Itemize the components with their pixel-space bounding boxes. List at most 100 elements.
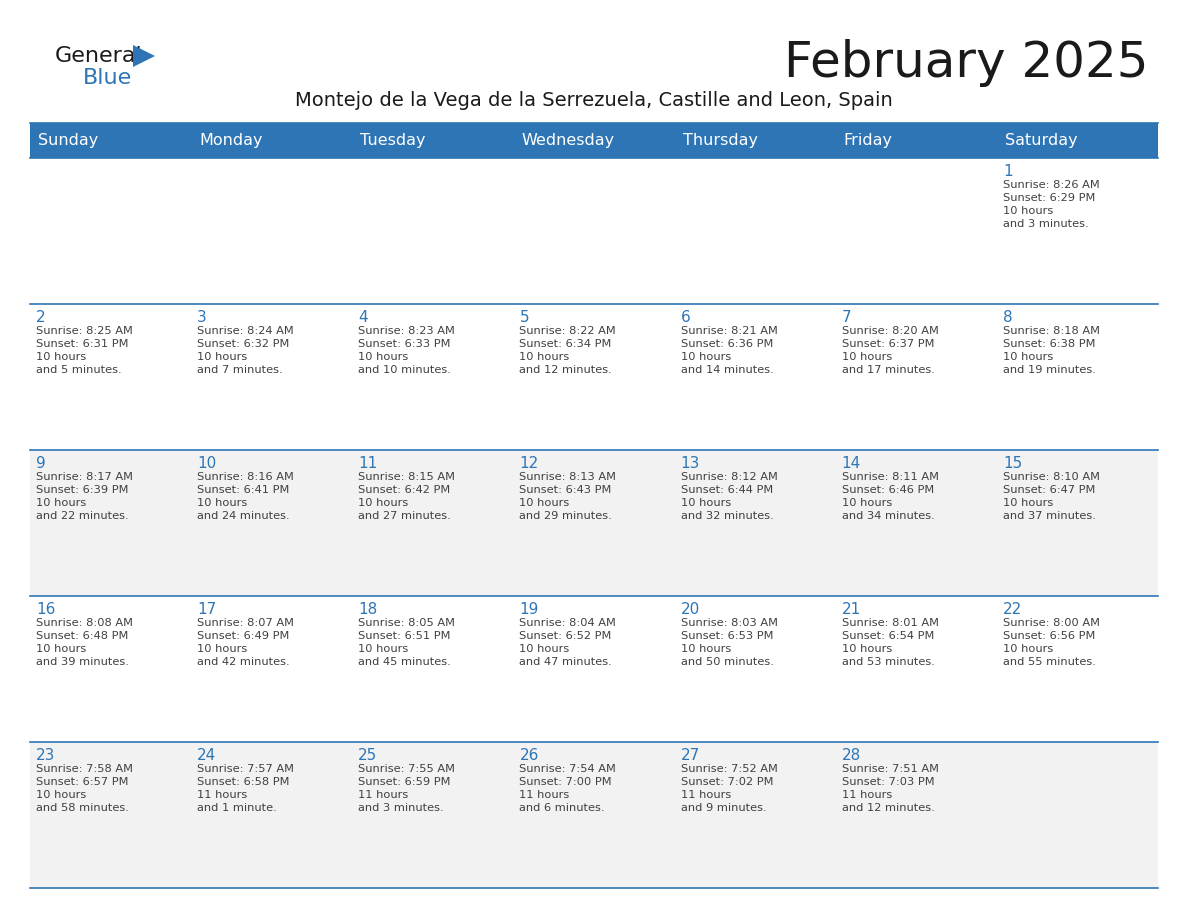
- Text: Sunset: 6:33 PM: Sunset: 6:33 PM: [359, 339, 450, 349]
- Text: Sunrise: 7:52 AM: Sunrise: 7:52 AM: [681, 764, 777, 774]
- Text: 10 hours: 10 hours: [519, 352, 570, 362]
- Text: Sunset: 6:34 PM: Sunset: 6:34 PM: [519, 339, 612, 349]
- Text: Blue: Blue: [83, 68, 132, 88]
- Text: Tuesday: Tuesday: [360, 133, 425, 148]
- Text: and 17 minutes.: and 17 minutes.: [842, 365, 935, 375]
- Text: 19: 19: [519, 602, 539, 617]
- Text: 20: 20: [681, 602, 700, 617]
- Text: 11 hours: 11 hours: [681, 790, 731, 800]
- Text: 10 hours: 10 hours: [36, 790, 87, 800]
- Polygon shape: [133, 45, 154, 67]
- Text: and 3 minutes.: and 3 minutes.: [359, 803, 444, 813]
- Text: Sunrise: 8:16 AM: Sunrise: 8:16 AM: [197, 472, 293, 482]
- Text: Sunrise: 7:58 AM: Sunrise: 7:58 AM: [36, 764, 133, 774]
- Text: and 32 minutes.: and 32 minutes.: [681, 511, 773, 521]
- Text: Sunset: 6:57 PM: Sunset: 6:57 PM: [36, 777, 128, 787]
- Text: 5: 5: [519, 310, 529, 325]
- Text: 10 hours: 10 hours: [36, 498, 87, 508]
- Text: 6: 6: [681, 310, 690, 325]
- Text: Sunset: 6:46 PM: Sunset: 6:46 PM: [842, 485, 934, 495]
- Text: and 24 minutes.: and 24 minutes.: [197, 511, 290, 521]
- Text: Sunrise: 8:20 AM: Sunrise: 8:20 AM: [842, 326, 939, 336]
- Bar: [30, 596, 1158, 742]
- Text: 17: 17: [197, 602, 216, 617]
- Text: 28: 28: [842, 748, 861, 763]
- Text: 10 hours: 10 hours: [519, 498, 570, 508]
- Text: Sunrise: 8:00 AM: Sunrise: 8:00 AM: [1003, 618, 1100, 628]
- Text: 10 hours: 10 hours: [842, 644, 892, 654]
- Text: Wednesday: Wednesday: [522, 133, 614, 148]
- Text: Sunrise: 7:54 AM: Sunrise: 7:54 AM: [519, 764, 617, 774]
- Text: Sunrise: 8:08 AM: Sunrise: 8:08 AM: [36, 618, 133, 628]
- Text: 21: 21: [842, 602, 861, 617]
- Text: 14: 14: [842, 456, 861, 471]
- Text: 10 hours: 10 hours: [359, 352, 409, 362]
- Text: 16: 16: [36, 602, 56, 617]
- Bar: [30, 450, 1158, 596]
- Text: and 19 minutes.: and 19 minutes.: [1003, 365, 1095, 375]
- Text: Sunrise: 8:10 AM: Sunrise: 8:10 AM: [1003, 472, 1100, 482]
- Text: Sunset: 6:38 PM: Sunset: 6:38 PM: [1003, 339, 1095, 349]
- Text: Sunset: 6:58 PM: Sunset: 6:58 PM: [197, 777, 290, 787]
- Text: 10 hours: 10 hours: [681, 498, 731, 508]
- Text: 11 hours: 11 hours: [842, 790, 892, 800]
- Text: Sunrise: 7:51 AM: Sunrise: 7:51 AM: [842, 764, 939, 774]
- Text: Sunset: 6:48 PM: Sunset: 6:48 PM: [36, 631, 128, 641]
- Text: Sunset: 6:47 PM: Sunset: 6:47 PM: [1003, 485, 1095, 495]
- Text: Montejo de la Vega de la Serrezuela, Castille and Leon, Spain: Montejo de la Vega de la Serrezuela, Cas…: [295, 91, 893, 109]
- Text: 11 hours: 11 hours: [359, 790, 409, 800]
- Text: 10: 10: [197, 456, 216, 471]
- Text: Sunrise: 8:01 AM: Sunrise: 8:01 AM: [842, 618, 939, 628]
- Text: and 29 minutes.: and 29 minutes.: [519, 511, 612, 521]
- Text: Sunrise: 8:15 AM: Sunrise: 8:15 AM: [359, 472, 455, 482]
- Text: and 34 minutes.: and 34 minutes.: [842, 511, 935, 521]
- Text: 27: 27: [681, 748, 700, 763]
- Text: Sunset: 6:39 PM: Sunset: 6:39 PM: [36, 485, 128, 495]
- Text: Sunset: 6:32 PM: Sunset: 6:32 PM: [197, 339, 290, 349]
- Text: 10 hours: 10 hours: [1003, 498, 1053, 508]
- Text: and 1 minute.: and 1 minute.: [197, 803, 277, 813]
- Text: Saturday: Saturday: [1005, 133, 1078, 148]
- Text: 26: 26: [519, 748, 539, 763]
- Text: Sunset: 6:31 PM: Sunset: 6:31 PM: [36, 339, 128, 349]
- Bar: [30, 304, 1158, 450]
- Text: February 2025: February 2025: [784, 39, 1148, 87]
- Text: Sunset: 6:54 PM: Sunset: 6:54 PM: [842, 631, 934, 641]
- Text: 10 hours: 10 hours: [359, 644, 409, 654]
- Text: Sunrise: 8:23 AM: Sunrise: 8:23 AM: [359, 326, 455, 336]
- Text: 10 hours: 10 hours: [36, 352, 87, 362]
- Text: Sunset: 6:36 PM: Sunset: 6:36 PM: [681, 339, 773, 349]
- Text: 11 hours: 11 hours: [519, 790, 570, 800]
- Text: 10 hours: 10 hours: [359, 498, 409, 508]
- Text: Friday: Friday: [843, 133, 892, 148]
- Text: 8: 8: [1003, 310, 1012, 325]
- Text: 10 hours: 10 hours: [197, 498, 247, 508]
- Text: Sunset: 6:59 PM: Sunset: 6:59 PM: [359, 777, 450, 787]
- Text: 9: 9: [36, 456, 46, 471]
- Text: and 10 minutes.: and 10 minutes.: [359, 365, 451, 375]
- Text: Sunrise: 7:57 AM: Sunrise: 7:57 AM: [197, 764, 295, 774]
- Text: Sunset: 7:02 PM: Sunset: 7:02 PM: [681, 777, 773, 787]
- Text: Sunrise: 8:11 AM: Sunrise: 8:11 AM: [842, 472, 939, 482]
- Text: and 6 minutes.: and 6 minutes.: [519, 803, 605, 813]
- Text: Sunset: 7:03 PM: Sunset: 7:03 PM: [842, 777, 934, 787]
- Text: 10 hours: 10 hours: [842, 352, 892, 362]
- Text: and 45 minutes.: and 45 minutes.: [359, 657, 451, 667]
- Text: Sunrise: 8:03 AM: Sunrise: 8:03 AM: [681, 618, 778, 628]
- Text: Sunset: 6:43 PM: Sunset: 6:43 PM: [519, 485, 612, 495]
- Text: General: General: [55, 46, 143, 66]
- Text: and 55 minutes.: and 55 minutes.: [1003, 657, 1095, 667]
- Text: Sunset: 7:00 PM: Sunset: 7:00 PM: [519, 777, 612, 787]
- Text: 10 hours: 10 hours: [681, 352, 731, 362]
- Text: 10 hours: 10 hours: [681, 644, 731, 654]
- Text: Sunset: 6:37 PM: Sunset: 6:37 PM: [842, 339, 934, 349]
- Text: Sunrise: 8:17 AM: Sunrise: 8:17 AM: [36, 472, 133, 482]
- Bar: [30, 888, 1158, 893]
- Text: 15: 15: [1003, 456, 1022, 471]
- Text: 1: 1: [1003, 164, 1012, 179]
- Text: Sunrise: 8:13 AM: Sunrise: 8:13 AM: [519, 472, 617, 482]
- Text: 10 hours: 10 hours: [197, 352, 247, 362]
- Text: and 22 minutes.: and 22 minutes.: [36, 511, 128, 521]
- Text: Sunrise: 8:18 AM: Sunrise: 8:18 AM: [1003, 326, 1100, 336]
- Text: 10 hours: 10 hours: [1003, 644, 1053, 654]
